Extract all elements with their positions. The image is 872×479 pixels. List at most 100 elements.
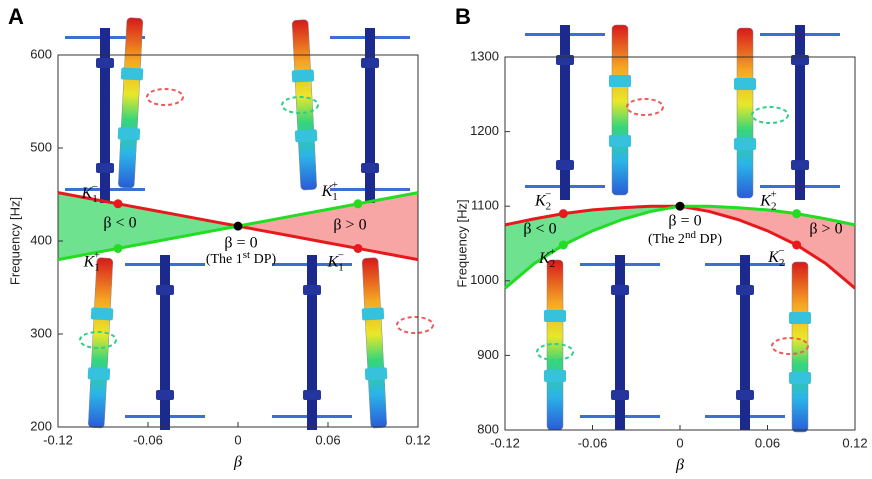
rotation-arrow <box>79 331 117 349</box>
rod <box>330 28 410 203</box>
y-tick-label: 800 <box>477 421 499 436</box>
y-tick-label: 200 <box>30 418 52 433</box>
label-sub: 1 <box>92 192 98 204</box>
rotation-arrow <box>146 88 184 106</box>
twisted-rod <box>358 256 391 429</box>
y-tick-label: 1000 <box>470 272 499 287</box>
dp-base: (The 1 <box>206 252 243 267</box>
point <box>792 209 802 219</box>
dp-tail: DP) <box>696 232 722 247</box>
point-label: K2− <box>534 188 551 212</box>
twisted-rod <box>288 18 321 191</box>
region-fill <box>238 192 418 260</box>
point <box>792 240 802 250</box>
label-sub: 2 <box>771 200 777 212</box>
point-label: K2− <box>767 245 784 269</box>
rod <box>272 255 352 430</box>
x-tick-label: 0.12 <box>842 435 867 450</box>
point-label: K1− <box>327 249 344 273</box>
x-tick-label: -0.12 <box>490 435 520 450</box>
illustrations <box>65 16 840 433</box>
x-tick-label: 0 <box>676 435 683 450</box>
label-sup: − <box>778 245 784 257</box>
point <box>113 243 123 253</box>
rod <box>580 255 660 430</box>
annotation: β > 0 <box>809 221 842 238</box>
annotation: (The 1st DP) <box>206 249 277 268</box>
label-sub: 2 <box>550 258 556 270</box>
rotation-arrow <box>281 96 319 114</box>
x-tick-label: 0.06 <box>315 432 340 447</box>
rotation-arrow <box>751 106 789 124</box>
y-tick-label: 1100 <box>471 198 499 213</box>
annotation: β < 0 <box>103 215 136 232</box>
x-tick-label: 0.06 <box>755 435 780 450</box>
x-tick-label: 0 <box>234 432 241 447</box>
label-base: K <box>538 250 551 267</box>
y-axis-label: Frequency [Hz] <box>7 197 22 285</box>
point <box>233 221 243 231</box>
label-sub: 1 <box>338 261 344 273</box>
label-base: K <box>83 253 96 270</box>
panel-label: A <box>8 4 24 29</box>
label-sup: − <box>338 249 344 261</box>
label-sub: 2 <box>546 200 552 212</box>
label-base: K <box>759 192 772 209</box>
x-axis-label: β <box>233 454 242 471</box>
rotation-arrow <box>396 316 434 334</box>
rotation-arrow <box>536 343 574 361</box>
point-label: K2+ <box>759 188 776 212</box>
y-tick-label: 900 <box>477 347 499 362</box>
y-tick-label: 400 <box>30 232 52 247</box>
label-base: K <box>327 253 340 270</box>
y-tick-label: 300 <box>30 325 52 340</box>
y-tick-label: 500 <box>30 139 52 154</box>
label-sup: + <box>94 249 100 261</box>
annotation: β > 0 <box>333 217 366 234</box>
region-fill <box>58 192 238 260</box>
point <box>675 201 685 211</box>
label-sup: + <box>770 188 776 200</box>
label-base: K <box>321 182 334 199</box>
point-label: K1+ <box>321 178 338 202</box>
label-sub: 2 <box>779 257 785 269</box>
twisted-rod <box>84 256 117 429</box>
x-axis-label: β <box>675 457 684 474</box>
annotation: β = 0 <box>224 235 257 252</box>
rod <box>760 25 840 200</box>
label-sup: − <box>545 188 551 200</box>
point-label: K1− <box>81 180 98 204</box>
x-tick-label: 0.12 <box>405 432 430 447</box>
rotation-arrow <box>626 98 664 116</box>
twisted-rod <box>114 16 147 189</box>
label-sup: + <box>332 178 338 190</box>
x-tick-label: -0.12 <box>43 432 73 447</box>
y-tick-label: 1200 <box>470 123 499 138</box>
annotation: (The 2nd DP) <box>648 229 722 248</box>
fill-layer <box>58 192 855 289</box>
y-tick-label: 600 <box>30 46 52 61</box>
dp-base: (The 2 <box>648 232 685 247</box>
region-fill <box>680 206 855 289</box>
dp-sup: nd <box>685 229 697 241</box>
annotation: β = 0 <box>668 213 701 230</box>
point <box>113 199 123 209</box>
region-fill <box>505 206 680 289</box>
x-tick-label: -0.06 <box>133 432 163 447</box>
rod <box>525 25 605 200</box>
label-base: K <box>767 249 780 266</box>
x-tick-label: -0.06 <box>578 435 608 450</box>
point-label: K1+ <box>83 249 100 273</box>
label-base: K <box>534 192 547 209</box>
label-sub: 1 <box>332 190 338 202</box>
point-label: K2+ <box>538 246 555 270</box>
y-tick-label: 1300 <box>470 48 499 63</box>
label-sup: + <box>549 246 555 258</box>
point <box>353 199 363 209</box>
twisted-rod <box>608 24 632 196</box>
dp-sup: st <box>243 249 250 261</box>
point <box>558 209 568 219</box>
rotation-arrow <box>771 337 809 355</box>
rod <box>125 255 205 430</box>
